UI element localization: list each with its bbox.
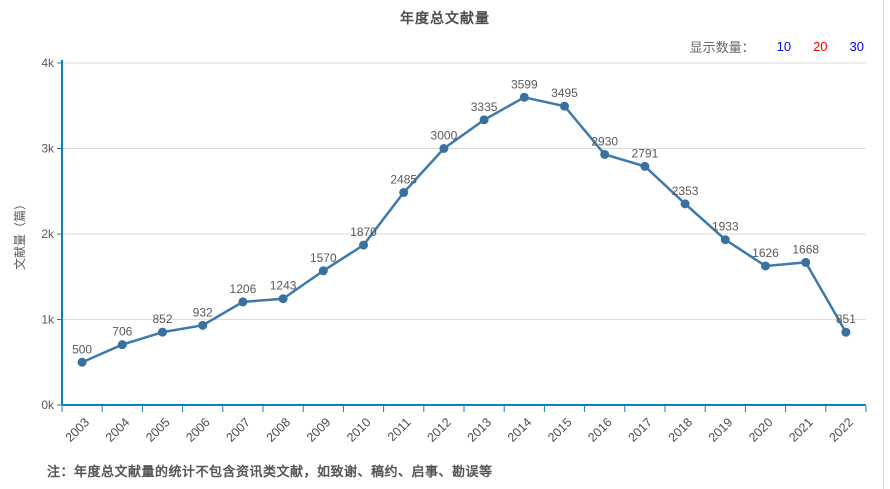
data-point-value-label: 3599 bbox=[511, 77, 538, 91]
data-point-value-label: 851 bbox=[836, 312, 856, 326]
data-point-value-label: 852 bbox=[152, 312, 172, 326]
x-category-label: 2003 bbox=[63, 415, 93, 445]
x-category-label: 2006 bbox=[183, 415, 213, 445]
data-point[interactable] bbox=[439, 144, 449, 153]
data-point[interactable] bbox=[198, 320, 208, 330]
data-point[interactable] bbox=[479, 115, 489, 125]
data-point-value-label: 1626 bbox=[752, 246, 779, 260]
data-point[interactable] bbox=[77, 357, 87, 367]
x-category-label: 2020 bbox=[746, 415, 776, 445]
x-category-label: 2021 bbox=[786, 415, 816, 445]
data-point-value-label: 2791 bbox=[632, 146, 659, 160]
data-point[interactable] bbox=[399, 188, 409, 198]
x-category-label: 2017 bbox=[625, 415, 655, 445]
data-point-value-label: 3335 bbox=[471, 100, 498, 114]
x-category-label: 2016 bbox=[585, 415, 615, 445]
y-axis-title: 文献量（篇） bbox=[12, 198, 27, 270]
display-count-label: 显示数量： bbox=[689, 40, 755, 55]
display-count-option-10[interactable]: 10 bbox=[776, 39, 792, 54]
x-category-label: 2011 bbox=[385, 415, 414, 444]
x-category-label: 2018 bbox=[666, 415, 696, 445]
data-point[interactable] bbox=[158, 327, 167, 337]
data-point[interactable] bbox=[238, 297, 248, 307]
x-category-label: 2004 bbox=[103, 415, 133, 445]
data-point-value-label: 932 bbox=[193, 305, 213, 319]
display-count-option-30[interactable]: 30 bbox=[849, 39, 864, 54]
data-point-value-label: 3000 bbox=[431, 129, 458, 143]
data-point-value-label: 1870 bbox=[350, 225, 377, 239]
data-point[interactable] bbox=[359, 240, 368, 250]
data-point[interactable] bbox=[720, 235, 730, 245]
data-point[interactable] bbox=[680, 199, 690, 209]
data-point[interactable] bbox=[600, 149, 610, 159]
x-category-label: 2009 bbox=[304, 415, 334, 445]
data-point[interactable] bbox=[117, 340, 127, 350]
line-chart: 0k 1k 2k 3k 4k 2003 2004 2005 2006 2007 2008 2009 20… bbox=[12, 56, 867, 445]
data-point-value-label: 2930 bbox=[591, 134, 618, 148]
data-point[interactable] bbox=[801, 257, 811, 267]
x-category-label: 2014 bbox=[505, 415, 535, 445]
x-category-label: 2015 bbox=[545, 415, 575, 445]
x-category-label: 2019 bbox=[706, 415, 736, 445]
data-point[interactable] bbox=[519, 92, 529, 102]
data-point-value-label: 2485 bbox=[390, 173, 417, 187]
data-point-value-label: 706 bbox=[112, 325, 132, 339]
data-point-value-label: 1933 bbox=[712, 220, 739, 234]
data-point[interactable] bbox=[841, 327, 851, 337]
y-tick-label: 1k bbox=[41, 313, 55, 327]
y-tick-label: 0k bbox=[41, 398, 55, 412]
x-category-label: 2012 bbox=[424, 415, 454, 445]
data-point-value-label: 1668 bbox=[792, 242, 819, 256]
chart-title: 年度总文献量 bbox=[400, 10, 490, 26]
x-category-label: 2005 bbox=[143, 415, 173, 445]
data-point[interactable] bbox=[761, 261, 770, 271]
footnote: 注：年度总文献量的统计不包含资讯类文献，如致谢、稿约、启事、勘误等 bbox=[47, 464, 493, 479]
data-point[interactable] bbox=[560, 101, 569, 111]
data-point-value-label: 500 bbox=[72, 342, 92, 356]
y-tick-label: 4k bbox=[41, 56, 55, 70]
data-point-value-label: 1243 bbox=[270, 279, 297, 293]
x-category-label: 2007 bbox=[223, 415, 253, 445]
series-line bbox=[80, 96, 848, 364]
y-tick-label: 2k bbox=[41, 227, 55, 241]
display-count-options: 10 20 30 bbox=[755, 39, 864, 54]
x-category-label: 2022 bbox=[826, 415, 856, 445]
display-count-control: 显示数量： 10 20 30 bbox=[690, 37, 864, 56]
data-point[interactable] bbox=[278, 294, 288, 304]
data-point[interactable] bbox=[640, 161, 650, 171]
display-count-option-20[interactable]: 20 bbox=[813, 39, 828, 54]
data-point-value-label: 1570 bbox=[310, 251, 337, 265]
data-point-value-label: 1206 bbox=[230, 282, 257, 296]
data-point[interactable] bbox=[318, 266, 328, 276]
y-tick-label: 3k bbox=[41, 142, 55, 156]
x-category-label: 2013 bbox=[465, 415, 495, 445]
data-point-value-label: 2353 bbox=[672, 184, 699, 198]
vertical-divider bbox=[883, 0, 884, 489]
data-point-value-label: 3495 bbox=[551, 86, 578, 100]
x-category-label: 2010 bbox=[344, 415, 374, 445]
x-category-label: 2008 bbox=[264, 415, 294, 445]
